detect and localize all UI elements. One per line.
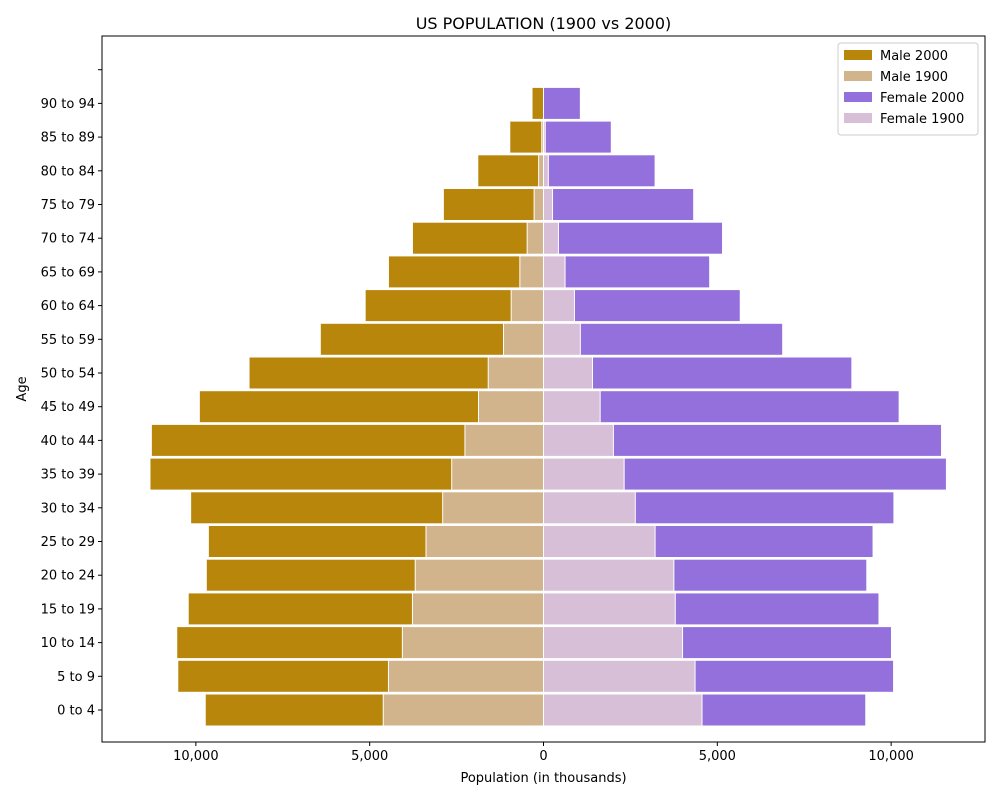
x-tick-label: 10,000 [173, 749, 219, 764]
bar-male-2000-17 [509, 120, 545, 154]
bar-male-1900-7 [451, 457, 545, 491]
bar-female-1900-16 [543, 154, 549, 188]
bar-female-1900-17 [543, 120, 546, 154]
bar-female-1900-6 [543, 491, 636, 525]
bar-female-1900-5 [543, 525, 656, 558]
legend-label: Male 1900 [880, 70, 948, 85]
bar-male-1900-16 [538, 154, 544, 188]
bar-female-2000-10 [543, 356, 853, 390]
bar-male-1900-11 [503, 322, 545, 356]
bar-male-2000-15 [442, 188, 544, 221]
y-tick-label: 35 to 39 [41, 468, 95, 483]
bar-male-1900-2 [401, 626, 545, 660]
x-tick-label: 5,000 [351, 749, 388, 764]
bar-female-1900-12 [543, 289, 575, 323]
legend-swatch [844, 113, 872, 123]
legend-swatch [844, 50, 872, 60]
y-tick-label: 45 to 49 [41, 400, 95, 415]
y-tick-label: 85 to 89 [41, 131, 95, 146]
bar-male-1900-3 [411, 592, 544, 626]
legend-label: Female 1900 [880, 112, 964, 127]
legend-swatch [844, 71, 872, 81]
y-tick-label: 80 to 84 [41, 164, 95, 179]
bar-male-2000-13 [387, 255, 545, 289]
bar-female-1900-0 [543, 693, 703, 727]
bar-male-1900-10 [487, 356, 544, 390]
legend-label: Male 2000 [880, 49, 948, 64]
y-tick-label: 20 to 24 [41, 569, 95, 584]
y-tick-label: 0 to 4 [57, 704, 95, 719]
bar-male-1900-9 [477, 390, 544, 424]
y-tick-label: 55 to 59 [41, 333, 95, 348]
bar-female-2000-18 [543, 86, 581, 120]
bars-group [149, 86, 947, 727]
bar-male-2000-18 [531, 86, 545, 120]
legend-swatch [844, 92, 872, 102]
legend-label: Female 2000 [880, 91, 964, 106]
x-tick-label: 10,000 [868, 749, 914, 764]
bar-male-1900-6 [442, 491, 544, 525]
bar-female-1900-4 [543, 558, 675, 592]
bar-female-2000-14 [543, 221, 724, 255]
bar-female-2000-11 [543, 322, 784, 356]
y-tick-label: 90 to 94 [41, 97, 95, 112]
bar-male-1900-0 [382, 693, 544, 727]
y-tick-label: 40 to 44 [41, 434, 95, 449]
bar-female-1900-10 [543, 356, 594, 390]
bar-female-1900-1 [543, 659, 696, 693]
bar-male-1900-13 [519, 255, 545, 289]
bar-female-2000-9 [543, 390, 900, 424]
bar-female-2000-15 [543, 188, 695, 221]
bar-female-1900-9 [543, 390, 601, 424]
bar-male-1900-14 [526, 221, 544, 255]
bar-female-1900-11 [543, 322, 581, 356]
x-tick-label: 0 [539, 749, 547, 764]
y-axis: 0 to 4 5 to 9 10 to 14 15 to 19 20 to 24 25 t… [41, 69, 102, 719]
x-axis: 10,000 5,000 0 5,000 10,000 [173, 742, 914, 764]
chart-title: US POPULATION (1900 vs 2000) [416, 14, 672, 33]
y-axis-label: Age [15, 376, 30, 401]
legend: Male 2000 Male 1900 Female 2000 Female 1900 [837, 42, 979, 136]
bar-male-2000-14 [411, 221, 544, 255]
y-tick-label: 30 to 34 [41, 501, 95, 516]
bar-male-1900-1 [387, 659, 545, 693]
x-axis-label: Population (in thousands) [460, 771, 626, 786]
x-tick-label: 5,000 [699, 749, 736, 764]
bar-male-1900-4 [414, 558, 544, 592]
y-tick-label: 70 to 74 [41, 232, 95, 247]
bar-male-1900-12 [510, 289, 544, 323]
bar-male-1900-8 [464, 423, 545, 457]
y-tick-label: 15 to 19 [41, 602, 95, 617]
y-tick-label: 60 to 64 [41, 299, 95, 314]
bar-male-1900-15 [533, 188, 544, 221]
y-tick-label: 50 to 54 [41, 367, 95, 382]
legend-box [837, 42, 979, 136]
bar-female-1900-13 [543, 255, 566, 289]
bar-female-1900-8 [543, 423, 614, 457]
bar-female-2000-13 [543, 255, 711, 289]
bar-female-1900-14 [543, 221, 559, 255]
y-tick-label: 10 to 14 [41, 636, 95, 651]
bar-female-1900-3 [543, 592, 676, 626]
y-tick-label: 25 to 29 [41, 535, 95, 550]
bar-female-1900-7 [543, 457, 625, 491]
y-tick-label: 75 to 79 [41, 198, 95, 213]
y-tick-label: 65 to 69 [41, 265, 95, 280]
bar-female-2000-16 [543, 154, 656, 188]
bar-female-2000-17 [543, 120, 612, 154]
bar-male-2000-16 [477, 154, 544, 188]
y-tick-label: 5 to 9 [57, 670, 95, 685]
bar-female-1900-2 [543, 626, 684, 660]
bar-male-1900-5 [425, 525, 544, 558]
bar-female-1900-15 [543, 188, 554, 221]
